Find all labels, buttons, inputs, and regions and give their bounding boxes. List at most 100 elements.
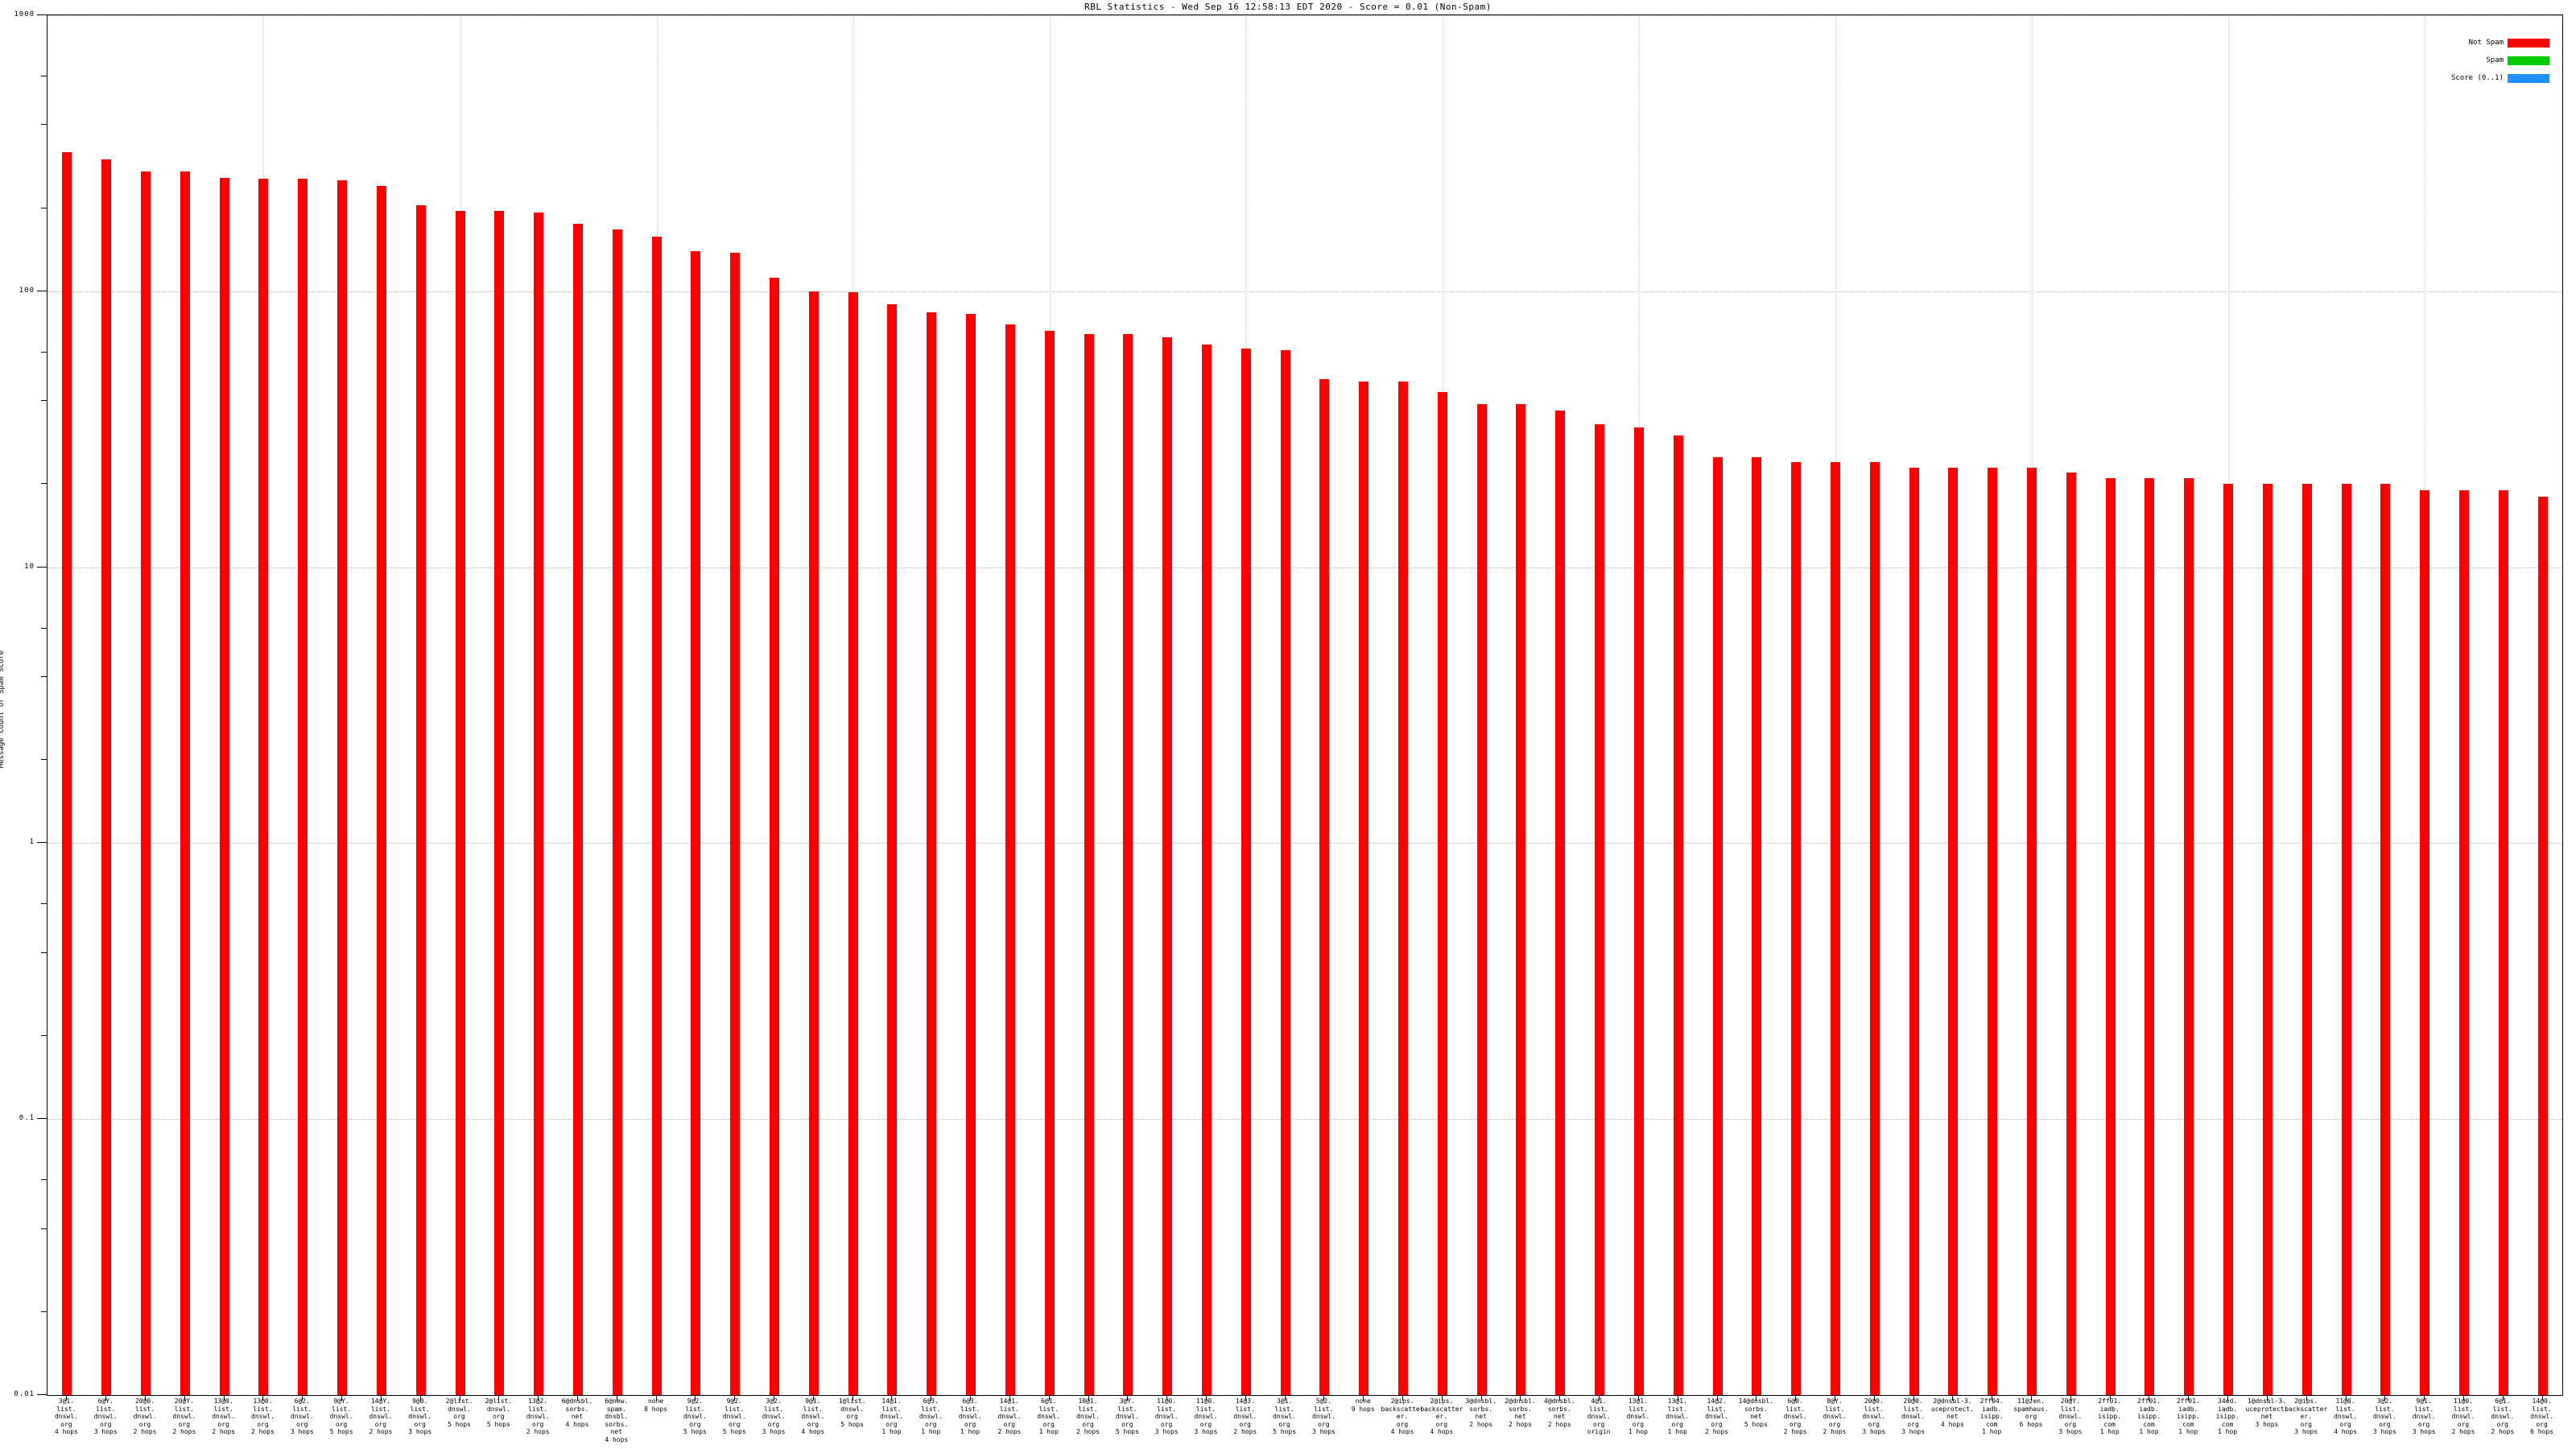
bar <box>966 313 976 1395</box>
legend-color-swatch <box>2508 38 2549 47</box>
legend-item[interactable]: Not Spam <box>2421 36 2549 49</box>
bar <box>691 250 701 1395</box>
x-axis-tick <box>812 1396 814 1401</box>
x-axis-tick-label: 14@dnsbl. sorbs. net 5 hops <box>1738 1397 1774 1428</box>
bar <box>1476 403 1487 1395</box>
x-axis-tick-label: 2ff01. iadb. isipp. com 1 hop <box>2137 1397 2161 1435</box>
y-axis-minor-tick <box>41 759 47 761</box>
x-axis-tick-label: 6@Y. list. dnswl. org 3 hops <box>93 1397 118 1435</box>
x-axis-tick-label: 6@2. list. dnswl. org 3 hops <box>290 1397 314 1435</box>
x-axis-tick-label: 9@2. list. dnswl. org 5 hops <box>722 1397 746 1435</box>
x-axis-tick-label: 13@1. list. dnswl. org 1 hop <box>1666 1397 1690 1435</box>
x-axis-tick-label: 14@1. list. dnswl. org 2 hops <box>997 1397 1022 1435</box>
y-axis-tick <box>37 1394 47 1395</box>
x-axis-tick <box>105 1396 107 1401</box>
bar <box>1162 337 1173 1395</box>
bar <box>2341 484 2351 1395</box>
y-axis-tick <box>37 566 47 568</box>
y-axis-minor-tick <box>41 1311 47 1312</box>
y-axis-tick <box>37 1118 47 1120</box>
x-axis-tick-label: 6@3. list. dnswl. org 1 hop <box>919 1397 943 1435</box>
x-axis-tick <box>1873 1396 1875 1401</box>
bar <box>1555 410 1566 1395</box>
legend: Not Spam Spam Score (0..1) <box>2421 36 2549 89</box>
x-axis-tick <box>1323 1396 1325 1401</box>
x-axis-tick-label: 2@dnsbl. sorbs. net 2 hops <box>1505 1397 1536 1428</box>
x-axis-tick <box>1166 1396 1168 1401</box>
x-axis-tick-label: 13@0. list. dnswl. org 2 hops <box>251 1397 275 1435</box>
bar <box>1673 436 1683 1395</box>
x-axis-tick <box>380 1396 382 1401</box>
x-axis-tick-label: 20@0. list. dnswl. org 3 hops <box>1862 1397 1886 1435</box>
legend-item-label: Score (0..1) <box>2450 74 2504 82</box>
bar <box>219 177 229 1395</box>
x-axis <box>47 1396 2563 1402</box>
x-axis-tick <box>1363 1396 1364 1401</box>
x-axis-tick <box>2227 1396 2229 1401</box>
x-axis-tick-label: 3@1. list. dnswl. org 5 hops <box>1273 1397 1297 1435</box>
x-axis-tick-label: 9@Y. list. dnswl. org 5 hops <box>329 1397 353 1435</box>
y-axis-minor-tick <box>41 627 47 629</box>
bar <box>1201 345 1212 1395</box>
x-axis-tick-label: 9@0. list. dnswl. org 3 hops <box>408 1397 432 1435</box>
x-axis-tick <box>576 1396 578 1401</box>
legend-item[interactable]: Score (0..1) <box>2421 72 2549 85</box>
y-axis-tick-label: 0.01 <box>14 1390 35 1398</box>
bar <box>887 303 898 1395</box>
legend-item[interactable]: Spam <box>2421 54 2549 67</box>
bar <box>2420 490 2430 1395</box>
x-axis-tick-label: 3@2. list. dnswl. org 3 hops <box>762 1397 786 1435</box>
bar <box>2223 484 2234 1395</box>
x-axis-tick-label: none 9 hops <box>1351 1397 1375 1413</box>
x-axis-tick-label: 2ff04. iadb. isipp. com 1 hop <box>1979 1397 2004 1435</box>
y-axis-minor-tick <box>41 124 47 126</box>
x-axis-tick <box>302 1396 303 1401</box>
x-axis-tick-label: 3@Y. list. dnswl. org 5 hops <box>1115 1397 1139 1435</box>
x-axis-tick <box>538 1396 539 1401</box>
y-axis-minor-tick <box>41 676 47 677</box>
bar <box>534 212 544 1395</box>
bar <box>1084 333 1094 1395</box>
bar <box>770 277 780 1395</box>
x-axis-tick-label: 1@dnsbl-3. uceprotect. net 3 hops <box>2245 1397 2289 1428</box>
y-axis-title: Message Count or Spam Score <box>0 650 6 769</box>
bar <box>1123 333 1133 1395</box>
x-axis-tick-label: 1@list. dnswl. org 5 hops <box>838 1397 866 1428</box>
x-axis-tick-label: 20@0. list. dnswl. org 2 hops <box>133 1397 157 1435</box>
x-axis-tick <box>1402 1396 1404 1401</box>
bar <box>415 204 426 1395</box>
x-axis-tick <box>734 1396 736 1401</box>
x-axis-tick <box>2424 1396 2425 1401</box>
bar <box>1712 457 1723 1395</box>
bar <box>1948 467 1959 1395</box>
x-axis-tick <box>1284 1396 1286 1401</box>
plot-area: Not Spam Spam Score (0..1) <box>47 14 2563 1396</box>
x-axis-tick-label: 2@list. dnswl. org 5 hops <box>445 1397 473 1428</box>
x-axis-tick <box>66 1396 68 1401</box>
x-axis-tick <box>2109 1396 2111 1401</box>
x-axis-tick <box>262 1396 264 1401</box>
x-axis-tick-label: 9@1. list. dnswl. org 3 hops <box>2412 1397 2436 1435</box>
x-axis-tick-label: 34ed. iadb. isipp. com 1 hop <box>2215 1397 2240 1435</box>
x-axis-tick-label: 14@0. list. dnswl. org 6 hops <box>2530 1397 2554 1435</box>
legend-color-swatch <box>2508 73 2549 83</box>
x-axis-tick-label: 3@2. list. dnswl. org 3 hops <box>2372 1397 2396 1435</box>
y-axis-tick-label: 100 <box>19 286 35 295</box>
x-axis-tick-label: 8@Y. list. dnswl. org 2 hops <box>1823 1397 1847 1435</box>
y-axis-minor-tick <box>41 400 47 402</box>
x-axis-tick-label: 20@0. list. dnswl. org 3 hops <box>1901 1397 1926 1435</box>
y-axis-tick <box>37 842 47 844</box>
bar <box>1005 324 1015 1395</box>
y-axis-tick-label: 0.1 <box>19 1114 35 1123</box>
bar <box>1516 403 1526 1395</box>
bar <box>2027 467 2037 1395</box>
x-axis-tick-label: 13@0. list. dnswl. org 2 hops <box>212 1397 236 1435</box>
x-axis-tick-label: 3@1. list. dnswl. org 4 hops <box>54 1397 78 1435</box>
bar <box>1595 423 1605 1395</box>
x-axis-tick <box>1637 1396 1639 1401</box>
bar <box>612 229 622 1395</box>
x-axis-tick <box>1048 1396 1050 1401</box>
bar <box>298 179 308 1395</box>
x-axis-tick-label: 14@Y. list. dnswl. org 2 hops <box>369 1397 393 1435</box>
y-axis-tick-label: 10 <box>24 562 35 571</box>
